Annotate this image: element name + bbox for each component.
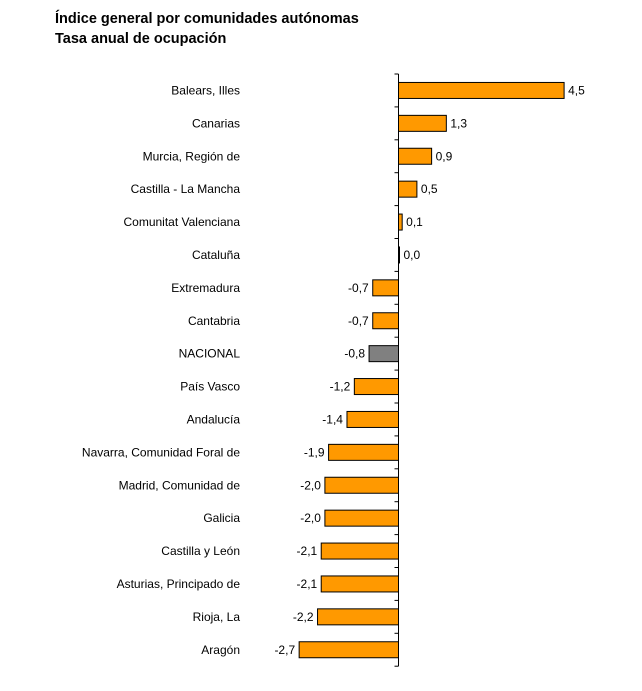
category-label: Extremadura bbox=[171, 281, 240, 295]
bar bbox=[398, 81, 565, 99]
category-label: Cantabria bbox=[188, 314, 240, 328]
data-label: -0,8 bbox=[344, 347, 365, 361]
bar bbox=[398, 213, 403, 231]
category-label: Castilla y León bbox=[161, 544, 240, 558]
category-label: Asturias, Principado de bbox=[117, 577, 241, 591]
data-label: 0,1 bbox=[406, 215, 423, 229]
category-label: NACIONAL bbox=[179, 347, 241, 361]
bar bbox=[372, 279, 399, 297]
data-label: -2,0 bbox=[300, 478, 321, 492]
chart-title-block: Índice general por comunidades autónomas… bbox=[55, 9, 359, 49]
bar bbox=[398, 180, 418, 198]
category-label: Rioja, La bbox=[193, 610, 241, 624]
bar bbox=[324, 509, 399, 527]
category-label: Castilla - La Mancha bbox=[131, 182, 241, 196]
bar bbox=[353, 378, 399, 396]
data-label: -1,4 bbox=[322, 412, 343, 426]
bar bbox=[346, 410, 400, 428]
data-label: -2,2 bbox=[293, 610, 314, 624]
category-label: Andalucía bbox=[187, 412, 241, 426]
category-label: Comunitat Valenciana bbox=[123, 215, 240, 229]
data-label: -2,1 bbox=[297, 544, 318, 558]
category-label: Murcia, Región de bbox=[143, 149, 241, 163]
data-label: -1,2 bbox=[330, 380, 351, 394]
bar bbox=[324, 476, 399, 494]
data-label: -0,7 bbox=[348, 281, 369, 295]
category-label: Canarias bbox=[192, 116, 240, 130]
bar bbox=[372, 312, 399, 330]
category-label: Madrid, Comunidad de bbox=[119, 478, 241, 492]
chart-subtitle: Tasa anual de ocupación bbox=[55, 31, 227, 47]
category-label: Cataluña bbox=[192, 248, 240, 262]
category-label: País Vasco bbox=[180, 380, 240, 394]
category-label: Balears, Illes bbox=[171, 83, 240, 97]
data-label: 1,3 bbox=[450, 116, 467, 130]
data-label: 0,0 bbox=[404, 248, 421, 262]
bar bbox=[398, 147, 433, 165]
category-label: Navarra, Comunidad Foral de bbox=[82, 445, 240, 459]
data-label: -0,7 bbox=[348, 314, 369, 328]
data-label: -2,0 bbox=[300, 511, 321, 525]
chart-title: Índice general por comunidades autónomas bbox=[55, 11, 359, 27]
category-label: Aragón bbox=[201, 643, 240, 657]
data-label: -1,9 bbox=[304, 445, 325, 459]
data-label: -2,1 bbox=[297, 577, 318, 591]
bar bbox=[298, 641, 400, 659]
category-label: Galicia bbox=[203, 511, 240, 525]
bar bbox=[398, 114, 447, 132]
data-label: 0,5 bbox=[421, 182, 438, 196]
bar bbox=[328, 443, 399, 461]
data-label: 4,5 bbox=[568, 83, 585, 97]
bar bbox=[368, 345, 399, 363]
bar bbox=[320, 542, 399, 560]
data-label: -2,7 bbox=[274, 643, 295, 657]
data-label: 0,9 bbox=[436, 149, 453, 163]
bar bbox=[320, 575, 399, 593]
bar bbox=[317, 608, 400, 626]
